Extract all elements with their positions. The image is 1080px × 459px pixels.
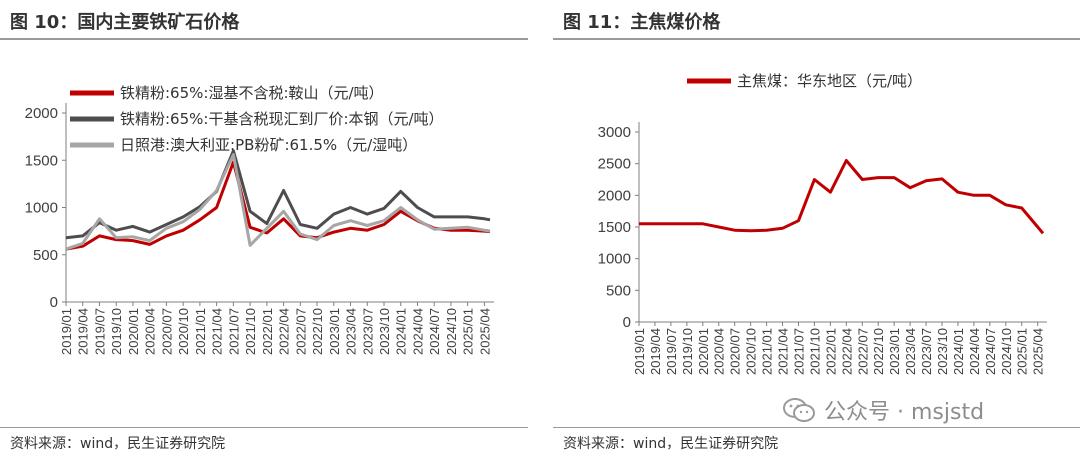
x-tick-label: 2025/01 xyxy=(461,308,476,355)
y-tick-label: 1500 xyxy=(25,152,58,169)
legend-label: 日照港:澳大利亚:PB粉矿:61.5%（元/湿吨） xyxy=(120,136,417,154)
x-tick-label: 2020/01 xyxy=(696,328,711,375)
x-tick-label: 2019/01 xyxy=(632,328,647,375)
x-tick-label: 2019/01 xyxy=(59,308,74,355)
y-tick-label: 1500 xyxy=(598,219,631,236)
figure-title: 图 11：主焦煤价格 xyxy=(563,12,721,33)
watermark-text: 公众号 · msjstd xyxy=(824,400,985,425)
x-tick-label: 2021/01 xyxy=(193,308,208,355)
x-tick-label: 2024/10 xyxy=(999,328,1014,375)
y-tick-label: 1000 xyxy=(25,200,58,217)
x-tick-label: 2024/10 xyxy=(444,308,459,355)
y-tick-label: 2000 xyxy=(25,105,58,122)
x-tick-label: 2020/07 xyxy=(159,308,174,355)
source-note: 资料来源：wind，民生证券研究院 xyxy=(10,436,226,452)
title-divider xyxy=(0,38,528,40)
x-tick-label: 2025/01 xyxy=(1015,328,1030,375)
wechat-icon xyxy=(783,398,815,422)
x-tick-label: 2021/07 xyxy=(226,308,241,355)
iron-ore-panel: 图 10：国内主要铁矿石价格 0 500 1000 1500 2000 2019/01 20… xyxy=(0,0,528,459)
wechat-watermark: 公众号 · msjstd xyxy=(782,394,984,426)
x-tick-label: 2024/01 xyxy=(951,328,966,375)
x-tick-label: 2021/04 xyxy=(210,308,225,355)
x-tick-label: 2022/04 xyxy=(277,308,292,355)
source-divider xyxy=(0,427,528,428)
x-tick-label: 2019/07 xyxy=(664,328,679,375)
x-tick-label: 2022/01 xyxy=(260,308,275,355)
x-tick-label: 2025/04 xyxy=(477,308,492,355)
x-tick-label: 2022/10 xyxy=(871,328,886,375)
x-tick-label: 2024/04 xyxy=(410,308,425,355)
x-tick-label: 2023/07 xyxy=(360,308,375,355)
y-tick-label: 1000 xyxy=(598,251,631,268)
source-divider xyxy=(553,427,1080,428)
x-tick-label: 2019/04 xyxy=(76,308,91,355)
x-tick-label: 2023/07 xyxy=(919,328,934,375)
x-tick-label: 2024/01 xyxy=(394,308,409,355)
series-line-1 xyxy=(639,159,1045,235)
y-tick-label: 0 xyxy=(623,314,631,331)
x-tick-label: 2022/10 xyxy=(310,308,325,355)
x-tick-label: 2025/04 xyxy=(1031,328,1046,375)
x-tick-label: 2023/01 xyxy=(327,308,342,355)
x-tick-label: 2020/07 xyxy=(728,328,743,375)
y-tick-label: 0 xyxy=(50,294,58,311)
y-tick-label: 3000 xyxy=(598,124,631,141)
y-tick-label: 2500 xyxy=(598,156,631,173)
x-tick-label: 2021/07 xyxy=(791,328,806,375)
x-tick-label: 2022/07 xyxy=(855,328,870,375)
x-tick-label: 2019/04 xyxy=(648,328,663,375)
x-tick-label: 2022/04 xyxy=(839,328,854,375)
x-tick-label: 2022/01 xyxy=(823,328,838,375)
legend-label: 铁精粉:65%:湿基不含税:鞍山（元/吨） xyxy=(120,84,384,102)
y-tick-label: 500 xyxy=(33,247,58,264)
legend-label: 主焦煤：华东地区（元/吨） xyxy=(737,72,922,90)
x-tick-label: 2024/07 xyxy=(983,328,998,375)
x-tick-label: 2024/07 xyxy=(427,308,442,355)
series-line-2 xyxy=(65,149,491,240)
title-divider xyxy=(553,38,1080,40)
x-tick-label: 2021/04 xyxy=(776,328,791,375)
x-tick-label: 2020/10 xyxy=(744,328,759,375)
x-tick-label: 2019/10 xyxy=(109,308,124,355)
x-tick-label: 2023/04 xyxy=(903,328,918,375)
x-tick-label: 2023/10 xyxy=(377,308,392,355)
x-tick-label: 2023/04 xyxy=(344,308,359,355)
source-note: 资料来源：wind，民生证券研究院 xyxy=(563,436,779,452)
x-tick-label: 2020/10 xyxy=(176,308,191,355)
y-tick-label: 2000 xyxy=(598,187,631,204)
x-tick-label: 2023/01 xyxy=(887,328,902,375)
y-tick-label: 500 xyxy=(606,282,631,299)
x-tick-label: 2021/01 xyxy=(760,328,775,375)
x-tick-label: 2022/07 xyxy=(293,308,308,355)
x-tick-label: 2021/10 xyxy=(243,308,258,355)
coking-coal-panel: 图 11：主焦煤价格 0 500 1000 1500 2000 2500 3000 2019/… xyxy=(553,0,1080,459)
series-line-3 xyxy=(65,153,491,251)
x-tick-label: 2023/10 xyxy=(935,328,950,375)
figure-title: 图 10：国内主要铁矿石价格 xyxy=(10,12,240,33)
x-tick-label: 2019/10 xyxy=(680,328,695,375)
x-tick-label: 2024/04 xyxy=(967,328,982,375)
iron-ore-price-chart: 0 500 1000 1500 2000 2019/01 2019/04 2019/07 201… xyxy=(25,84,494,355)
x-tick-label: 2019/07 xyxy=(92,308,107,355)
x-tick-label: 2020/04 xyxy=(712,328,727,375)
x-tick-label: 2021/10 xyxy=(807,328,822,375)
legend-label: 铁精粉:65%:干基含税现汇到厂价:本钢（元/吨） xyxy=(120,110,444,128)
x-tick-label: 2020/04 xyxy=(143,308,158,355)
x-tick-label: 2020/01 xyxy=(126,308,141,355)
